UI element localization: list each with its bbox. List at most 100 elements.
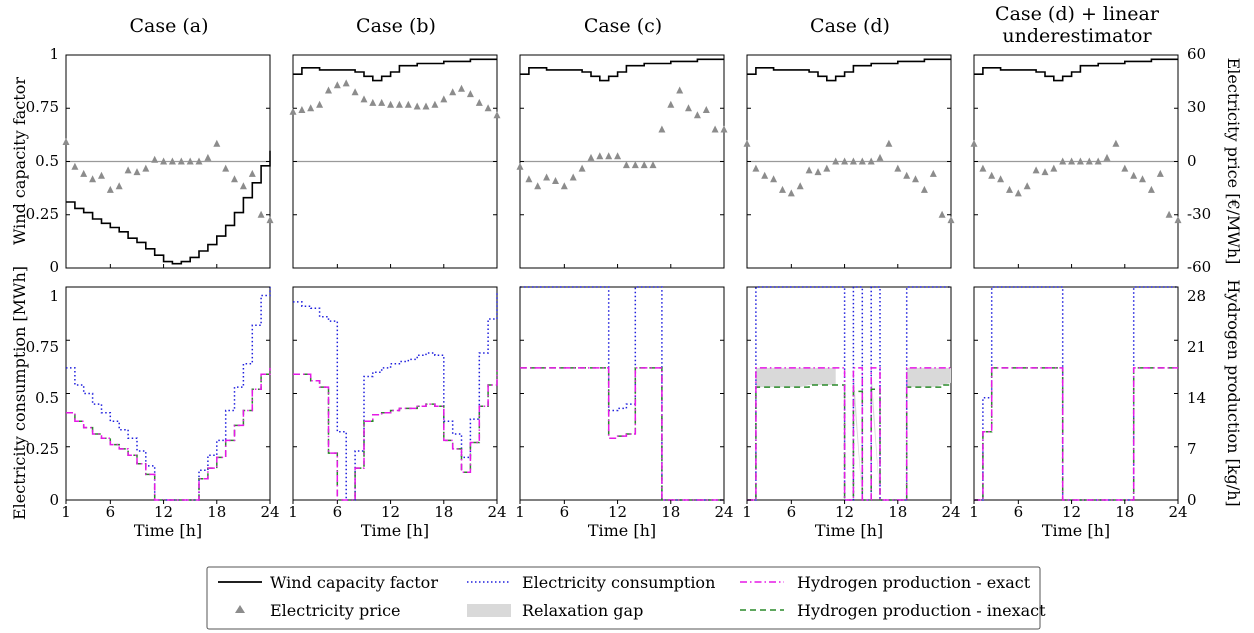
price-marker xyxy=(204,153,212,161)
x-tick-label: 1 xyxy=(969,503,979,521)
legend-label-h2-exact: Hydrogen production - exact xyxy=(797,573,1031,592)
price-marker xyxy=(115,182,123,190)
panel-title-c: Case (c) xyxy=(584,15,662,37)
price-marker xyxy=(449,88,457,96)
left-tick-top: 0.75 xyxy=(26,98,59,116)
price-marker xyxy=(222,164,230,172)
price-marker xyxy=(947,216,955,224)
price-marker xyxy=(316,100,324,108)
left-axis-label-top: Wind capacity factor xyxy=(10,77,29,245)
price-marker xyxy=(823,164,831,172)
x-tick-label: 18 xyxy=(888,503,907,521)
x-tick-label: 24 xyxy=(714,503,733,521)
price-marker xyxy=(779,185,786,193)
price-marker xyxy=(676,86,684,94)
left-tick-bottom: 0 xyxy=(49,491,59,509)
left-axis-label-bottom: Electricity consumption [MWh] xyxy=(10,266,29,520)
legend-label-wind: Wind capacity factor xyxy=(270,573,438,592)
price-marker xyxy=(248,169,256,177)
relaxation-gap-area xyxy=(906,367,951,388)
price-marker xyxy=(307,104,315,112)
x-tick-label: 1 xyxy=(288,503,298,521)
price-marker xyxy=(1006,185,1013,193)
price-marker xyxy=(1103,153,1111,161)
price-marker xyxy=(1094,157,1102,165)
right-axis-label-top: Electricity price [€/MWh] xyxy=(1224,58,1243,265)
x-axis-title: Time [h] xyxy=(588,521,656,540)
x-tick-label: 1 xyxy=(742,503,752,521)
legend-label-consumption: Electricity consumption xyxy=(522,573,715,592)
right-tick-top: 0 xyxy=(1187,152,1197,170)
wind-capacity-line xyxy=(293,58,497,82)
price-marker xyxy=(596,152,604,160)
price-marker xyxy=(997,175,1005,183)
x-axis-title: Time [h] xyxy=(361,521,429,540)
price-marker xyxy=(920,185,928,193)
price-marker xyxy=(160,157,168,165)
left-tick-bottom: 1 xyxy=(49,287,59,305)
legend-label-price: Electricity price xyxy=(270,601,401,620)
price-marker xyxy=(106,185,114,193)
price-marker xyxy=(89,175,97,183)
price-marker xyxy=(239,182,247,190)
panel-2: 1 6 12 18 24 Time [h] xyxy=(515,54,734,540)
price-marker xyxy=(658,125,666,133)
legend: Wind capacity factor Electricity consump… xyxy=(206,566,1046,630)
price-marker xyxy=(693,111,701,119)
price-marker xyxy=(151,155,159,163)
left-tick-bottom: 0.75 xyxy=(26,338,59,356)
price-marker xyxy=(395,100,403,108)
price-marker xyxy=(378,98,386,106)
price-marker xyxy=(1050,164,1058,172)
price-marker xyxy=(1130,171,1138,179)
price-marker xyxy=(894,164,902,172)
price-marker xyxy=(369,98,377,106)
price-marker xyxy=(587,153,595,161)
price-marker xyxy=(422,102,430,110)
x-axis-title: Time [h] xyxy=(1042,521,1110,540)
price-marker xyxy=(1174,216,1182,224)
left-tick-top: 1 xyxy=(49,45,59,63)
price-marker xyxy=(325,86,332,94)
price-marker xyxy=(970,139,978,147)
x-tick-label: 18 xyxy=(434,503,453,521)
left-tick-bottom: 0.25 xyxy=(26,440,59,458)
price-marker xyxy=(124,166,132,174)
panel-title-b: Case (b) xyxy=(356,15,436,37)
wind-capacity-line xyxy=(747,58,951,82)
price-marker xyxy=(849,157,857,165)
panel-title-e-line1: Case (d) + linear xyxy=(995,3,1160,25)
price-marker xyxy=(770,175,778,183)
right-tick-top: 60 xyxy=(1187,45,1206,63)
h2-inexact-line xyxy=(747,382,952,501)
legend-label-gap: Relaxation gap xyxy=(522,601,643,620)
price-marker xyxy=(711,125,719,133)
price-marker xyxy=(168,157,176,165)
h2-exact-line xyxy=(293,370,498,501)
panel-4: 1 6 12 18 24 Time [h] xyxy=(969,54,1188,540)
price-marker xyxy=(649,161,657,169)
bottom-plot-frame xyxy=(292,286,498,501)
legend-label-h2-inexact: Hydrogen production - inexact xyxy=(797,601,1046,620)
price-marker xyxy=(787,189,795,197)
price-marker xyxy=(342,79,350,87)
price-marker xyxy=(98,171,105,179)
bottom-plot-frame xyxy=(65,286,271,501)
price-marker xyxy=(867,157,875,165)
x-tick-label: 12 xyxy=(381,503,400,521)
panels-group: 1 6 12 18 24 Time [h] 1 6 12 18 24 Time [h] 1 6 12 18 24… xyxy=(61,54,1188,540)
left-tick-top: 0 xyxy=(49,258,59,276)
x-tick-label: 6 xyxy=(560,503,570,521)
price-marker xyxy=(938,210,946,218)
price-marker xyxy=(466,90,474,98)
price-marker xyxy=(231,175,238,183)
panel-3: 1 6 12 18 24 Time [h] xyxy=(742,54,961,540)
panel-title-a: Case (a) xyxy=(129,15,208,37)
price-marker xyxy=(569,173,577,181)
right-axis-label-bottom: Hydrogen production [kg/h] xyxy=(1224,279,1243,506)
price-marker xyxy=(1014,189,1022,197)
left-tick-bottom: 0.5 xyxy=(35,389,59,407)
panel-title-d: Case (d) xyxy=(810,15,890,37)
right-tick-bottom: 0 xyxy=(1187,491,1197,509)
